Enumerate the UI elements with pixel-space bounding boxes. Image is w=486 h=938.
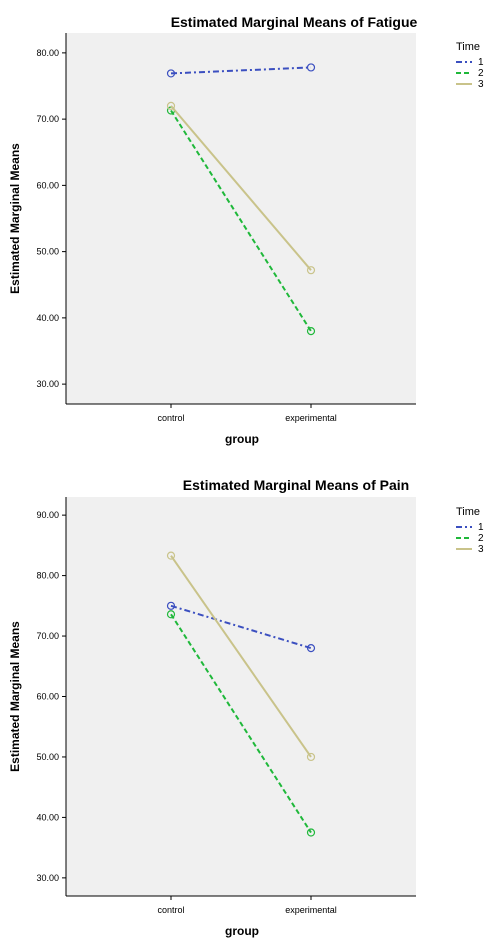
data-point-time-1	[306, 644, 316, 653]
x-axis-label: group	[225, 924, 259, 938]
plot-area	[66, 497, 416, 896]
y-tick-label: 90.00	[36, 510, 59, 520]
data-point-time-1	[166, 69, 176, 78]
data-point-time-1	[306, 63, 316, 72]
series-line-time-1	[170, 604, 312, 650]
legend-label: 3	[478, 544, 484, 555]
x-tick-label: experimental	[285, 905, 337, 915]
legend-label: 2	[478, 68, 484, 79]
legend-title: Time	[456, 41, 480, 53]
series-line-time-1	[170, 66, 312, 75]
pain-chart: Estimated Marginal Means of Pain 30.00 40.…	[8, 477, 484, 938]
series-line-time-3	[170, 555, 312, 758]
data-point-time-3	[306, 266, 316, 275]
x-tick-label: control	[157, 905, 184, 915]
x-tick-label: experimental	[285, 413, 337, 423]
y-tick-label: 80.00	[36, 571, 59, 581]
series-line-time-3	[170, 105, 312, 271]
legend-label: 1	[478, 522, 484, 533]
y-axis-label: Estimated Marginal Means	[8, 621, 22, 772]
y-tick-label: 40.00	[36, 812, 59, 822]
data-point-time-2	[166, 610, 176, 619]
data-point-time-2	[306, 828, 316, 837]
y-tick-label: 60.00	[36, 180, 59, 190]
y-tick-label: 80.00	[36, 48, 59, 58]
data-point-time-1	[166, 601, 176, 610]
y-axis-label: Estimated Marginal Means	[8, 143, 22, 294]
y-tick-label: 50.00	[36, 752, 59, 762]
y-tick-label: 30.00	[36, 379, 59, 389]
data-point-time-3	[166, 551, 176, 560]
y-tick-label: 60.00	[36, 692, 59, 702]
data-point-time-2	[306, 327, 316, 336]
y-tick-label: 70.00	[36, 114, 59, 124]
y-tick-label: 50.00	[36, 247, 59, 257]
legend-label: 1	[478, 57, 484, 68]
y-tick-label: 40.00	[36, 313, 59, 323]
chart-title: Estimated Marginal Means of Fatigue	[171, 14, 418, 30]
x-tick-label: control	[157, 413, 184, 423]
legend-title: Time	[456, 506, 480, 518]
legend-label: 2	[478, 533, 484, 544]
plot-area	[66, 33, 416, 404]
y-tick-label: 30.00	[36, 873, 59, 883]
series-line-time-2	[170, 613, 312, 834]
y-tick-label: 70.00	[36, 631, 59, 641]
fatigue-chart: Estimated Marginal Means of Fatigue 30.00…	[8, 14, 484, 446]
data-point-time-3	[166, 101, 176, 110]
data-point-time-3	[306, 752, 316, 762]
chart-title: Estimated Marginal Means of Pain	[183, 477, 409, 493]
x-axis-label: group	[225, 432, 259, 446]
series-line-time-2	[170, 109, 312, 332]
legend-label: 3	[478, 79, 484, 90]
